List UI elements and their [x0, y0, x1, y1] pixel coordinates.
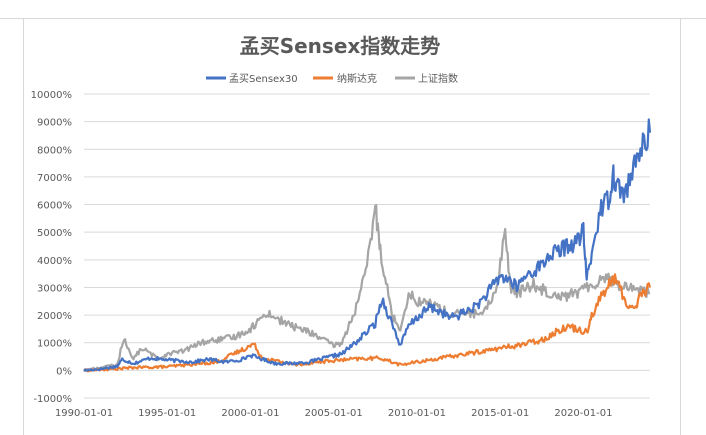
- y-tick-label: -1000%: [33, 394, 72, 405]
- series-line: [83, 204, 651, 373]
- gridlines: [84, 93, 650, 399]
- x-tick-label: 1990-01-01: [55, 408, 113, 419]
- y-tick-label: 0%: [56, 366, 72, 377]
- y-tick-label: 8000%: [37, 145, 72, 156]
- series-line: [83, 273, 652, 373]
- chart-title: 孟买Sensex指数走势: [240, 34, 441, 58]
- y-tick-label: 1000%: [37, 339, 72, 350]
- x-tick-label: 1995-01-01: [138, 408, 196, 419]
- y-tick-label: 10000%: [31, 90, 72, 101]
- y-tick-label: 2000%: [37, 311, 72, 322]
- x-axis-ticks: 1990-01-01 1995-01-01 2000-01-01 2005-01-01…: [55, 408, 613, 419]
- y-axis-ticks: -1000% 0% 1000% 2000% 3000% 4000% 5000% 6000% 70…: [31, 90, 72, 405]
- y-tick-label: 9000%: [37, 118, 72, 129]
- page-edge-left: [23, 18, 24, 435]
- series-lines: [83, 118, 652, 373]
- legend: 孟买Sensex30 纳斯达克 上证指数: [206, 72, 458, 85]
- series-line: [83, 118, 652, 372]
- y-tick-label: 4000%: [37, 256, 72, 267]
- page-edge-top: [0, 18, 706, 19]
- x-tick-label: 2020-01-01: [554, 408, 612, 419]
- legend-label-shanghai: 上证指数: [418, 72, 458, 85]
- x-tick-label: 2015-01-01: [471, 408, 529, 419]
- legend-label-nasdaq: 纳斯达克: [337, 72, 377, 85]
- y-tick-label: 5000%: [37, 228, 72, 239]
- y-tick-label: 3000%: [37, 283, 72, 294]
- page-edge-right: [680, 18, 681, 435]
- y-tick-label: 7000%: [37, 173, 72, 184]
- x-tick-label: 2005-01-01: [305, 408, 363, 419]
- legend-label-sensex: 孟买Sensex30: [229, 73, 298, 85]
- x-tick-label: 2000-01-01: [221, 408, 279, 419]
- y-tick-label: 6000%: [37, 201, 72, 212]
- x-tick-label: 2010-01-01: [388, 408, 446, 419]
